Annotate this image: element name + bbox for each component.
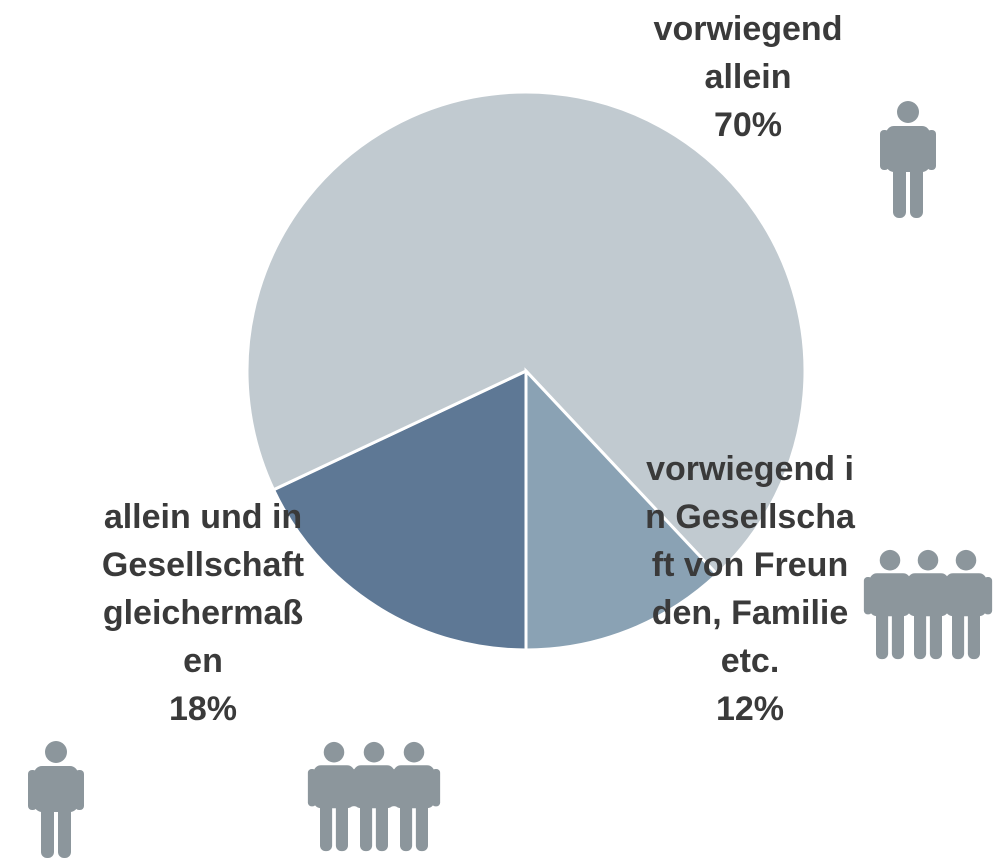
person-icon	[880, 101, 936, 218]
category-name: allein und in Gesellschaft gleichermaßen	[101, 498, 305, 680]
slice-label: vorwiegend allein 70%	[653, 5, 843, 149]
person-icon	[939, 549, 993, 660]
pie-slice	[271, 368, 528, 652]
category-name: vorwiegend allein	[653, 10, 843, 96]
value-label: 18%	[168, 690, 238, 728]
person-icon	[387, 741, 441, 852]
slice-label: vorwiegend in Gesellschaft von Freunden,…	[645, 445, 855, 733]
value-label: 12%	[715, 690, 785, 728]
person-icon	[28, 741, 84, 858]
value-label: 70%	[713, 106, 783, 144]
pie-slice	[524, 367, 720, 652]
category-name: vorwiegend in Gesellschaft von Freunden,…	[645, 450, 855, 680]
slice-label: allein und in Gesellschaft gleichermaßen…	[98, 493, 308, 733]
pie-slice	[245, 90, 807, 577]
